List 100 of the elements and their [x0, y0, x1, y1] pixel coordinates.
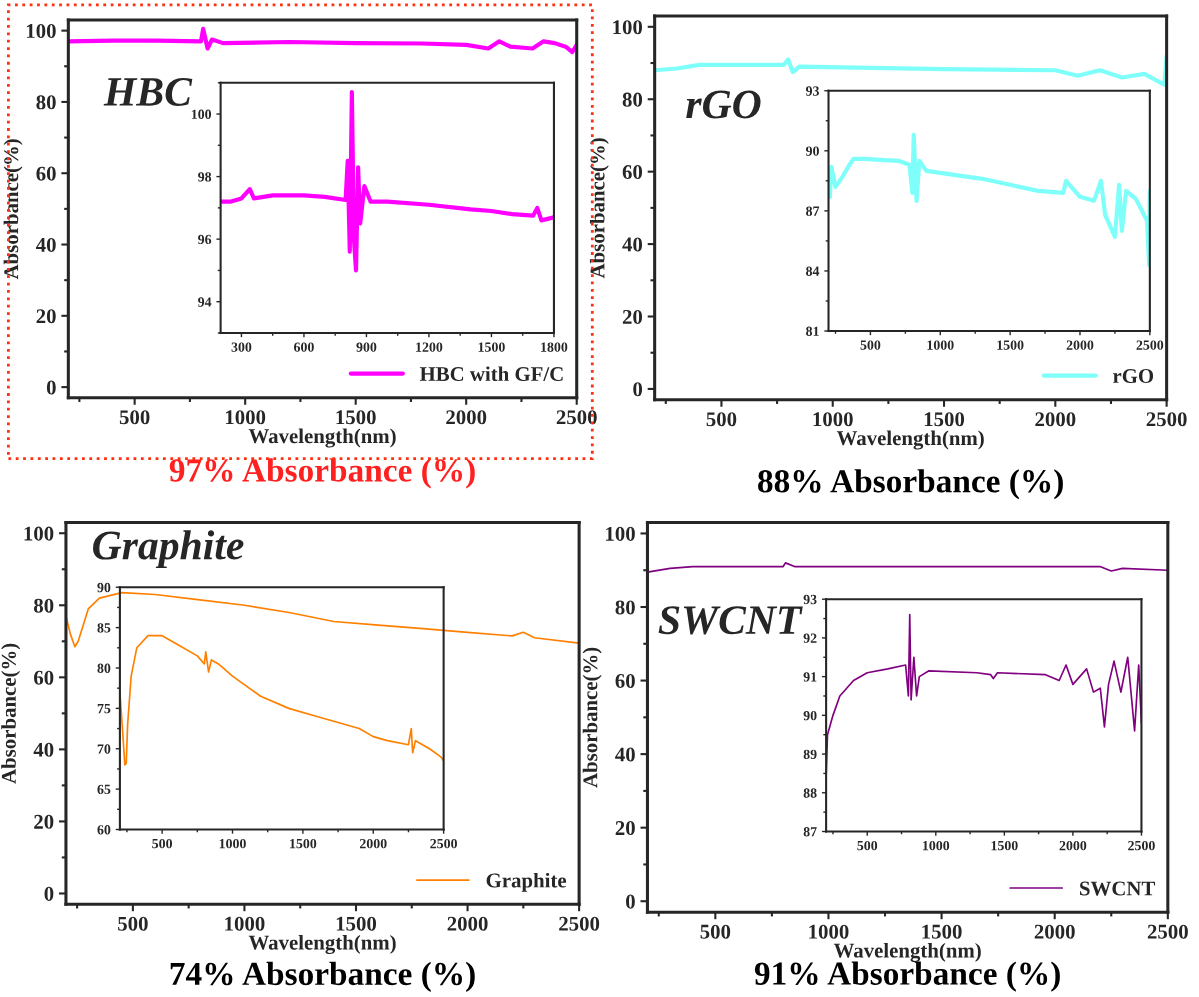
y-axis-title: Absorbance(%) — [582, 647, 602, 788]
y-tick-label: 90 — [803, 710, 817, 721]
x-tick-label: 1500 — [290, 838, 317, 849]
text: 88% Absorbance (%) — [758, 469, 1063, 500]
y-tick-label: 60 — [615, 673, 635, 688]
x-tick-label: 1500 — [336, 916, 377, 931]
legend-label: SWCNT — [1080, 881, 1156, 896]
y-tick-label: 60 — [97, 825, 111, 835]
x-axis-title: Wavelength(nm) — [836, 430, 984, 450]
x-tick-label: 2000 — [447, 916, 488, 931]
y-tick-label: 20 — [36, 309, 56, 324]
x-tick-label: 1000 — [809, 924, 849, 939]
y-tick-label: 90 — [97, 582, 111, 593]
x-tick-label: 2500 — [1147, 924, 1188, 939]
y-tick-label: 87 — [806, 206, 820, 216]
y-tick-label: 91 — [803, 672, 817, 682]
y-tick-label: 100 — [24, 526, 54, 541]
line-series — [220, 90, 554, 273]
y-tick-label: 40 — [615, 747, 635, 762]
y-tick-label: 100 — [606, 526, 635, 541]
y-tick-label: 0 — [44, 886, 54, 901]
x-tick-label: 1800 — [541, 342, 568, 352]
y-tick-label: 40 — [622, 237, 643, 252]
x-tick-label: 1500 — [991, 840, 1018, 851]
x-tick-label: 1500 — [478, 342, 505, 352]
y-tick-label: 93 — [803, 594, 817, 605]
x-tick-label: 1000 — [927, 340, 954, 350]
x-tick-label: 500 — [119, 410, 150, 425]
x-tick-label: 500 — [118, 916, 148, 931]
x-tick-label: 500 — [700, 924, 731, 939]
x-tick-label: 500 — [860, 340, 881, 350]
x-tick-label: 300 — [231, 342, 252, 352]
y-tick-label: 92 — [803, 633, 817, 643]
text: 97% Absorbance (%) — [169, 458, 475, 489]
y-tick-label: 100 — [613, 20, 643, 35]
x-tick-label: 500 — [706, 412, 737, 427]
x-tick-label: 2500 — [430, 838, 457, 849]
y-tick-label: 93 — [805, 86, 820, 96]
x-axis-title: Wavelength(nm) — [248, 428, 396, 448]
y-tick-label: 100 — [26, 24, 56, 39]
y-tick-label: 88 — [803, 788, 817, 798]
x-tick-label: 1000 — [923, 840, 950, 851]
y-tick-label: 81 — [806, 326, 819, 336]
y-tick-label: 94 — [198, 297, 212, 307]
x-tick-label: 1500 — [924, 412, 965, 427]
y-tick-label: 0 — [46, 380, 56, 395]
y-tick-label: 84 — [806, 266, 820, 276]
x-tick-label: 1000 — [225, 916, 265, 931]
x-axis-title: Wavelength(nm) — [248, 934, 396, 955]
legend-label: Graphite — [486, 872, 567, 892]
y-tick-label: 70 — [97, 744, 111, 754]
x-tick-label: 600 — [294, 342, 314, 352]
y-tick-label: 98 — [198, 172, 212, 182]
x-tick-label: 2000 — [446, 410, 487, 425]
y-axis-title: Absorbance(%) — [589, 138, 609, 279]
y-axis-title: Absorbance(%) — [1, 643, 21, 784]
annotation: Graphite — [93, 530, 244, 569]
y-tick-label: 80 — [97, 663, 111, 673]
legend-label: HBC with GF/C — [419, 366, 563, 382]
text: 91% Absorbance (%) — [754, 961, 1060, 992]
x-tick-label: 1000 — [813, 412, 853, 427]
line-series — [654, 53, 1167, 87]
line-series — [119, 634, 444, 766]
y-axis-title: Absorbance(%) — [3, 139, 23, 280]
y-tick-label: 20 — [622, 309, 643, 324]
x-tick-label: 1200 — [416, 342, 443, 352]
x-tick-label: 2500 — [1136, 340, 1164, 350]
y-tick-label: 89 — [803, 749, 817, 760]
line-series — [828, 132, 1150, 268]
y-tick-label: 0 — [633, 382, 643, 397]
y-tick-label: 96 — [198, 234, 212, 245]
annotation: SWCNT — [658, 606, 803, 635]
line-series — [647, 562, 1168, 573]
y-tick-label: 40 — [35, 237, 56, 252]
x-axis-title: Wavelength(nm) — [833, 942, 981, 963]
x-tick-label: 1500 — [336, 410, 376, 425]
x-tick-label: 2500 — [559, 916, 600, 931]
x-tick-label: 1500 — [922, 924, 962, 939]
x-tick-label: 2000 — [1034, 924, 1075, 939]
x-tick-label: 1000 — [226, 410, 266, 425]
x-tick-label: 500 — [152, 838, 173, 849]
x-tick-label: 2000 — [1059, 840, 1087, 851]
y-tick-label: 60 — [36, 166, 56, 181]
x-tick-label: 500 — [857, 840, 878, 851]
y-tick-label: 20 — [34, 814, 54, 829]
annotation: HBC — [103, 77, 193, 106]
y-tick-label: 100 — [191, 109, 212, 119]
x-tick-label: 1500 — [997, 340, 1024, 350]
legend-label: rGO — [1113, 369, 1154, 384]
y-tick-label: 20 — [615, 821, 635, 836]
y-tick-label: 65 — [97, 784, 111, 795]
y-tick-label: 80 — [34, 598, 54, 613]
y-tick-label: 75 — [97, 704, 111, 714]
line-series — [65, 591, 580, 648]
y-tick-label: 60 — [34, 670, 54, 685]
y-tick-label: 90 — [805, 146, 819, 156]
x-tick-label: 2000 — [1035, 412, 1076, 427]
x-tick-label: 2500 — [1146, 412, 1187, 427]
x-tick-label: 2500 — [1128, 840, 1155, 851]
x-tick-label: 2000 — [1066, 340, 1094, 350]
